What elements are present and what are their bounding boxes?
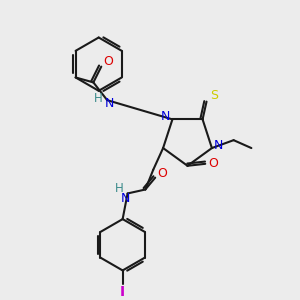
Text: H: H	[115, 182, 124, 195]
Text: O: O	[208, 157, 218, 170]
Text: I: I	[120, 285, 125, 299]
Text: H: H	[94, 92, 103, 105]
Text: N: N	[121, 192, 130, 205]
Text: N: N	[214, 139, 224, 152]
Text: N: N	[161, 110, 170, 123]
Text: O: O	[103, 55, 113, 68]
Text: N: N	[104, 97, 114, 110]
Text: S: S	[210, 89, 218, 102]
Text: O: O	[157, 167, 167, 180]
